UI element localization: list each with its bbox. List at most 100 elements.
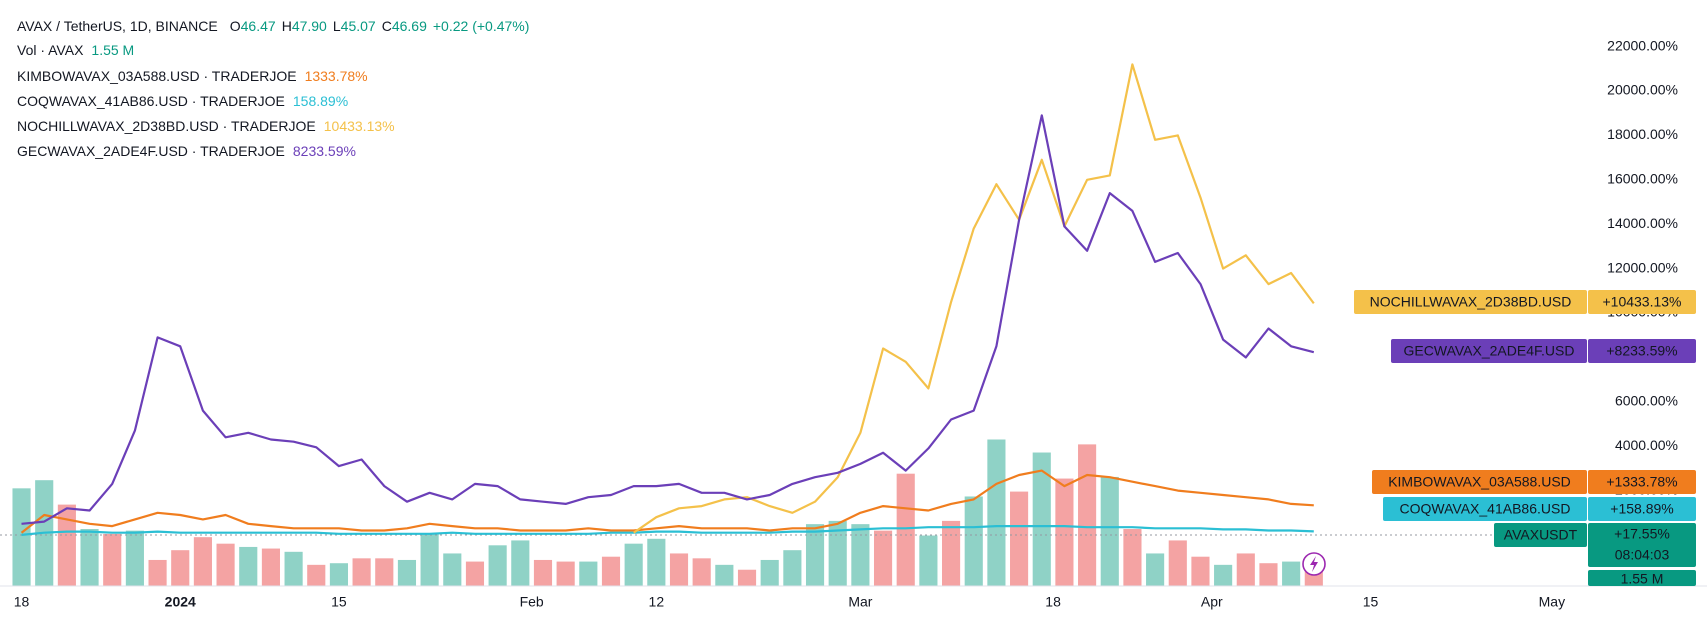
volume-bar: [828, 520, 847, 586]
volume-bar: [465, 561, 485, 586]
volume-bar: [760, 559, 779, 586]
volume-bar: [1055, 478, 1074, 586]
volume-bar: [420, 533, 439, 586]
x-tick-label: 2024: [165, 594, 196, 610]
volume-bar: [1010, 491, 1029, 586]
tag-name: KIMBOWAVAX_03A588.USD: [1388, 474, 1571, 490]
volume-bar: [307, 564, 326, 586]
legend-value: 10433.13%: [324, 118, 395, 134]
legend-header: AVAX / TetherUS, 1D, BINANCE O46.47 H47.90…: [17, 18, 529, 34]
tag-value: +8233.59%: [1606, 343, 1677, 359]
volume-bar: [579, 561, 598, 586]
volume-bar: [397, 559, 417, 586]
y-tick-label: 4000.00%: [1615, 437, 1678, 453]
volume-bar: [1191, 556, 1210, 586]
volume-bar: [873, 530, 893, 586]
y-tick-label: 12000.00%: [1607, 259, 1678, 275]
price-tags: KIMBOWAVAX_03A588.USD +1333.78% COQWAVAX_4…: [1354, 290, 1696, 587]
legend-name: KIMBOWAVAX_03A588.USD · TRADERJOE: [17, 68, 297, 84]
x-tick-label: 15: [331, 594, 347, 610]
series-line: [21, 525, 1314, 536]
y-tick-label: 22000.00%: [1607, 37, 1678, 53]
tag-name: NOCHILLWAVAX_2D38BD.USD: [1370, 294, 1572, 310]
volume-bar: [533, 559, 553, 586]
volume-bar: [216, 543, 235, 586]
icon-bolt[interactable]: [1310, 556, 1318, 572]
volume-bar: [669, 553, 689, 586]
legend-volume: Vol · AVAX 1.55 M: [17, 42, 134, 58]
volume-bar: [103, 533, 122, 586]
x-tick-label: 15: [1363, 594, 1379, 610]
tag-name-box: [1391, 339, 1587, 363]
countdown: 08:04:03: [1615, 547, 1670, 563]
volume-bar: [1123, 529, 1142, 586]
volume-bar: [851, 524, 870, 586]
lines-layer: [20, 63, 1315, 536]
legend-entry: NOCHILLWAVAX_2D38BD.USD · TRADERJOE 10433…: [17, 118, 395, 134]
volume-bar: [329, 563, 349, 586]
volume-bar: [1214, 564, 1233, 586]
tag-name-box: [1494, 523, 1587, 547]
ohlc-key: L: [333, 18, 341, 34]
x-tick-label: 18: [14, 594, 30, 610]
volume-bar: [1078, 444, 1097, 586]
series-line: [633, 63, 1315, 534]
x-tick-label: Mar: [848, 594, 872, 610]
tag-name-box: [1372, 470, 1587, 494]
volume-tag: 1.55 M: [1621, 571, 1664, 587]
x-tick-label: 18: [1045, 594, 1061, 610]
ohlc-key: C: [382, 18, 392, 34]
volume-bar: [125, 530, 144, 586]
volume-bar: [443, 553, 462, 586]
legend-value: 8233.59%: [293, 143, 356, 159]
volume-bar: [941, 520, 961, 586]
x-tick-label: Feb: [520, 594, 544, 610]
volume-bar: [261, 548, 280, 586]
volume-bar: [964, 496, 983, 586]
volume-name: Vol · AVAX: [17, 42, 84, 58]
volume-bar: [80, 529, 99, 586]
legend: AVAX / TetherUS, 1D, BINANCE O46.47 H47.90…: [17, 18, 529, 159]
tag-value-box: [1588, 290, 1696, 314]
x-tick-label: 12: [649, 594, 665, 610]
volume-bar: [647, 538, 666, 586]
volume-bar: [171, 550, 190, 586]
ohlc-key: H: [282, 18, 292, 34]
ohlc-value: 47.90: [292, 18, 327, 34]
volume-bar: [556, 561, 575, 586]
volume-bar: [737, 569, 757, 586]
ohlc-value: 45.07: [341, 18, 376, 34]
legend-name: NOCHILLWAVAX_2D38BD.USD · TRADERJOE: [17, 118, 316, 134]
volume-bar: [601, 556, 621, 586]
tag-name-box: [1383, 497, 1587, 521]
tag-value-box: [1588, 470, 1696, 494]
lightning-icon[interactable]: [1302, 552, 1326, 576]
volume-bar: [805, 524, 825, 586]
ohlc-key: O: [230, 18, 241, 34]
legend-entry: KIMBOWAVAX_03A588.USD · TRADERJOE 1333.78…: [17, 68, 368, 84]
tag-name: GECWAVAX_2ADE4F.USD: [1404, 343, 1575, 359]
legend-value: 158.89%: [293, 93, 348, 109]
change: +0.22 (+0.47%): [433, 18, 530, 34]
volume-bar: [919, 535, 938, 586]
series-line: [20, 469, 1314, 534]
volume-bar: [193, 537, 212, 586]
tag-value: +1333.78%: [1606, 474, 1677, 490]
legend-entry: COQWAVAX_41AB86.USD · TRADERJOE 158.89%: [17, 93, 348, 109]
tag-value-box: [1588, 523, 1696, 567]
volume-bar: [1032, 452, 1051, 586]
volume-bar: [239, 546, 258, 586]
volume-bar: [1282, 561, 1301, 586]
volume-bar: [511, 540, 530, 586]
volume-bar: [1100, 476, 1119, 586]
ohlc-value: 46.69: [392, 18, 427, 34]
volume-bar: [715, 564, 734, 586]
y-tick-label: 6000.00%: [1615, 392, 1678, 408]
tag-value: +158.89%: [1610, 501, 1673, 517]
volume-value: 1.55 M: [91, 42, 134, 58]
y-tick-label: 14000.00%: [1607, 215, 1678, 231]
volume-bar: [1259, 563, 1278, 586]
tag-name: AVAXUSDT: [1504, 527, 1578, 543]
